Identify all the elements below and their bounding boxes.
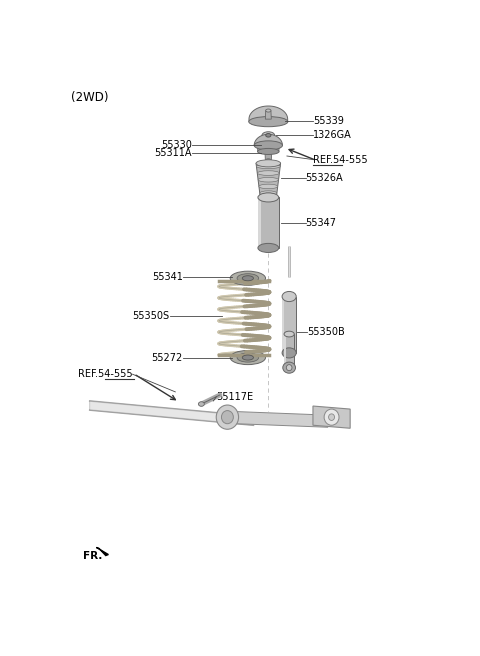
Ellipse shape	[262, 132, 275, 139]
Text: (2WD): (2WD)	[71, 91, 108, 104]
Polygon shape	[282, 297, 284, 353]
Text: 1326GA: 1326GA	[313, 131, 352, 140]
Text: 55350S: 55350S	[132, 311, 170, 321]
Ellipse shape	[237, 353, 259, 362]
Text: 55326A: 55326A	[305, 173, 343, 183]
Polygon shape	[282, 297, 296, 353]
Text: 55311A: 55311A	[155, 148, 192, 158]
Ellipse shape	[242, 276, 253, 281]
Ellipse shape	[324, 409, 339, 425]
Ellipse shape	[258, 193, 279, 202]
Ellipse shape	[242, 355, 253, 360]
Text: 55117E: 55117E	[216, 392, 253, 402]
Polygon shape	[224, 411, 328, 427]
Ellipse shape	[256, 160, 281, 167]
Ellipse shape	[259, 184, 278, 189]
Text: REF.54-555: REF.54-555	[78, 369, 132, 379]
Ellipse shape	[284, 331, 294, 337]
Text: REF.54-555: REF.54-555	[313, 155, 368, 165]
Text: FR.: FR.	[83, 550, 102, 561]
Polygon shape	[96, 548, 108, 556]
Ellipse shape	[329, 414, 335, 420]
Ellipse shape	[283, 362, 296, 373]
Text: 55339: 55339	[313, 116, 344, 126]
Text: 55272: 55272	[152, 352, 183, 363]
Ellipse shape	[287, 365, 292, 371]
Ellipse shape	[249, 117, 288, 127]
Ellipse shape	[266, 134, 271, 137]
Ellipse shape	[256, 164, 280, 169]
Ellipse shape	[282, 291, 296, 302]
Text: 55341: 55341	[152, 272, 183, 281]
Text: 55330: 55330	[161, 140, 192, 150]
Ellipse shape	[260, 191, 277, 195]
Ellipse shape	[257, 171, 279, 175]
Ellipse shape	[230, 271, 265, 285]
Ellipse shape	[282, 348, 296, 358]
Polygon shape	[284, 334, 294, 366]
Ellipse shape	[284, 363, 294, 369]
Ellipse shape	[266, 109, 271, 112]
Text: 55347: 55347	[305, 218, 336, 228]
Ellipse shape	[198, 401, 204, 406]
Polygon shape	[258, 197, 279, 248]
Polygon shape	[257, 146, 279, 152]
Polygon shape	[284, 334, 286, 366]
Polygon shape	[254, 134, 282, 146]
Polygon shape	[256, 163, 281, 196]
Polygon shape	[90, 401, 253, 425]
Polygon shape	[265, 152, 272, 161]
Ellipse shape	[265, 159, 271, 162]
Ellipse shape	[216, 405, 239, 429]
Ellipse shape	[230, 350, 265, 365]
Ellipse shape	[258, 178, 278, 182]
Text: 55350B: 55350B	[307, 327, 345, 337]
Ellipse shape	[260, 193, 276, 199]
Ellipse shape	[258, 148, 279, 154]
Ellipse shape	[237, 274, 259, 283]
Ellipse shape	[221, 411, 233, 424]
Ellipse shape	[254, 141, 282, 150]
Polygon shape	[313, 406, 350, 428]
Polygon shape	[258, 197, 261, 248]
Ellipse shape	[258, 243, 279, 253]
Polygon shape	[265, 111, 271, 119]
Polygon shape	[249, 106, 288, 121]
